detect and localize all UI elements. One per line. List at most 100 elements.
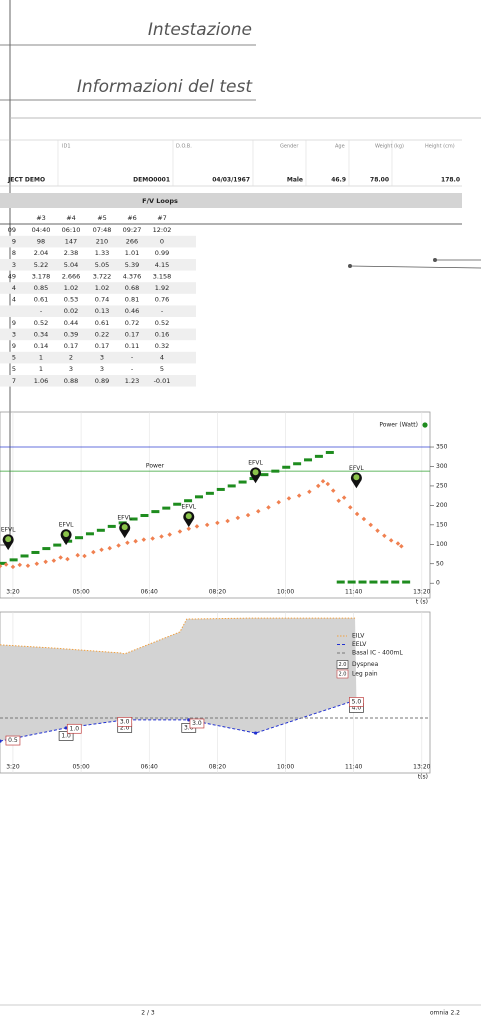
- row-shade: [0, 375, 196, 387]
- column-header: #3: [36, 214, 46, 222]
- x-tick-label: 13:20: [413, 589, 430, 596]
- y-tick-label: 350: [436, 444, 448, 451]
- table-cell: 9: [12, 238, 16, 246]
- x-tick-label: 10:00: [277, 589, 294, 596]
- table-cell: 1: [39, 354, 43, 362]
- score-label: 2.0: [120, 724, 130, 731]
- x-axis-label: t(s): [418, 774, 428, 781]
- x-tick-label: 11:40: [345, 764, 362, 771]
- table-cell: 1.02: [64, 284, 78, 292]
- table-cell: 0.52: [34, 319, 48, 327]
- table-cell: -: [161, 307, 164, 315]
- data-point: [253, 731, 258, 735]
- table-cell: 0.85: [34, 284, 48, 292]
- row-shade: [0, 305, 196, 317]
- data-point: [325, 481, 331, 487]
- efvl-label: EFVL: [349, 465, 364, 472]
- legend-label: Leg pain: [352, 671, 378, 678]
- power-step: [238, 480, 247, 484]
- power-step: [402, 580, 411, 584]
- table-cell: 3: [12, 261, 16, 269]
- y-tick-label: 100: [436, 541, 448, 548]
- score-box: [349, 697, 364, 707]
- field-label: Age: [335, 144, 345, 150]
- data-point: [375, 528, 380, 533]
- table-cell: 09: [8, 226, 16, 234]
- data-point: [341, 495, 347, 500]
- power-step: [140, 514, 149, 518]
- power-step: [129, 517, 138, 521]
- table-cell: 0.13: [95, 307, 109, 315]
- field-value: DEMO0001: [133, 177, 170, 184]
- table-cell: 7: [12, 377, 16, 385]
- field-value: 78.00: [370, 177, 389, 184]
- callout-dot: [433, 258, 437, 262]
- data-point: [64, 726, 68, 730]
- power-step: [304, 458, 313, 462]
- table-cell: 5.39: [125, 261, 139, 269]
- table-cell: 49: [8, 272, 16, 280]
- table-cell: 4.376: [123, 272, 142, 280]
- table-cell: 1.02: [95, 284, 109, 292]
- power-step: [216, 487, 225, 491]
- power-step: [282, 465, 291, 469]
- x-tick-label: 13:20: [413, 764, 430, 771]
- data-point: [354, 511, 360, 517]
- table-cell: 0.17: [64, 342, 78, 350]
- table-cell: 0.72: [125, 319, 139, 327]
- data-point: [336, 498, 341, 503]
- data-point: [348, 505, 353, 510]
- power-step: [358, 580, 367, 584]
- table-cell: 0.81: [125, 296, 139, 304]
- efvl-label: EFVL: [59, 522, 74, 529]
- data-point: [315, 483, 321, 489]
- power-step: [293, 462, 302, 466]
- score-box: [58, 731, 74, 741]
- x-axis-label: t (s): [416, 599, 428, 606]
- power-step: [184, 499, 193, 503]
- table-title: F/V Loops: [142, 197, 178, 205]
- table-cell: -: [40, 307, 43, 315]
- table-cell: 0.22: [95, 330, 109, 338]
- legend-sample: 2.0: [339, 662, 347, 668]
- efvl-label: EFVL: [117, 515, 132, 522]
- score-label: 3.0: [184, 724, 194, 731]
- table-cell: 5.22: [34, 261, 48, 269]
- chart-frame: [0, 611, 431, 774]
- power-step: [20, 554, 29, 558]
- power-step: [173, 502, 182, 506]
- legend-label: EELV: [352, 641, 367, 648]
- data-point: [330, 488, 336, 493]
- footer-page: 2 / 3: [141, 1010, 155, 1017]
- y-tick-label: 200: [436, 502, 448, 509]
- table-cell: 1.01: [125, 249, 139, 257]
- power-step: [96, 528, 105, 532]
- row-shade: [0, 282, 196, 294]
- table-cell: 0.52: [155, 319, 169, 327]
- power-step: [347, 580, 356, 584]
- data-point: [296, 493, 302, 498]
- power-step: [325, 450, 334, 454]
- x-tick-label: 3:20: [6, 764, 20, 771]
- table-cell: 2: [69, 354, 73, 362]
- table-cell: 4: [160, 354, 164, 362]
- legend-swatch: [422, 422, 428, 428]
- table-cell: 210: [96, 238, 108, 246]
- table-cell: 9: [12, 319, 16, 327]
- power-step: [369, 580, 378, 584]
- legend-label: Dyspnea: [352, 661, 379, 668]
- table-cell: 06:10: [62, 226, 81, 234]
- table-cell: 12:02: [153, 226, 172, 234]
- table-cell: 3: [100, 365, 104, 373]
- legend-swatch: [336, 660, 349, 669]
- row-shade: [0, 351, 196, 364]
- table-cell: 0.16: [155, 330, 169, 338]
- power-step: [227, 484, 236, 488]
- x-tick-label: 11:40: [345, 589, 362, 596]
- footer-version: omnia 2.2: [430, 1010, 460, 1017]
- efvl-pin-center: [185, 513, 192, 520]
- score-label: 3.0: [120, 718, 130, 725]
- table-cell: 2.38: [64, 249, 78, 257]
- power-step: [31, 550, 40, 554]
